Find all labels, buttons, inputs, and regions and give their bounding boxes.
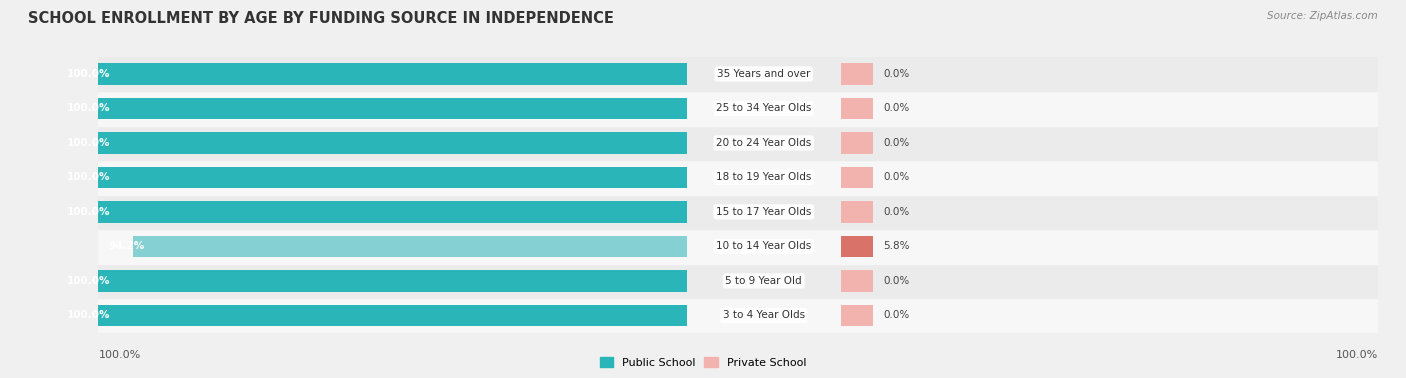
Bar — [688, 229, 841, 264]
Bar — [98, 305, 688, 326]
Text: 100.0%: 100.0% — [66, 172, 110, 183]
Bar — [688, 160, 841, 195]
Bar — [688, 57, 841, 91]
Text: 5 to 9 Year Old: 5 to 9 Year Old — [725, 276, 801, 286]
Bar — [98, 132, 688, 153]
Bar — [841, 236, 873, 257]
Text: 20 to 24 Year Olds: 20 to 24 Year Olds — [716, 138, 811, 148]
Bar — [98, 167, 688, 188]
Bar — [841, 229, 1378, 264]
Bar — [841, 201, 873, 223]
Bar — [688, 195, 841, 229]
Text: 100.0%: 100.0% — [66, 207, 110, 217]
Text: SCHOOL ENROLLMENT BY AGE BY FUNDING SOURCE IN INDEPENDENCE: SCHOOL ENROLLMENT BY AGE BY FUNDING SOUR… — [28, 11, 614, 26]
Bar — [98, 298, 688, 333]
Text: 0.0%: 0.0% — [883, 207, 910, 217]
Text: 94.2%: 94.2% — [108, 242, 145, 251]
Text: Source: ZipAtlas.com: Source: ZipAtlas.com — [1267, 11, 1378, 21]
Bar — [688, 91, 841, 125]
Bar — [841, 91, 1378, 125]
Bar — [841, 264, 1378, 298]
Text: 100.0%: 100.0% — [1336, 350, 1378, 360]
Bar — [688, 125, 841, 160]
Text: 0.0%: 0.0% — [883, 69, 910, 79]
Text: 100.0%: 100.0% — [66, 138, 110, 148]
Bar — [98, 63, 688, 85]
Bar — [98, 91, 688, 125]
Bar — [841, 270, 873, 291]
Bar — [98, 195, 688, 229]
Bar — [841, 167, 873, 188]
Bar — [841, 298, 1378, 333]
Text: 15 to 17 Year Olds: 15 to 17 Year Olds — [716, 207, 811, 217]
Text: 100.0%: 100.0% — [66, 104, 110, 113]
Bar — [98, 270, 688, 291]
Bar — [98, 125, 688, 160]
Bar — [688, 298, 841, 333]
Bar — [841, 195, 1378, 229]
Bar — [98, 229, 688, 264]
Text: 100.0%: 100.0% — [66, 276, 110, 286]
Bar — [98, 98, 688, 119]
Bar — [98, 57, 688, 91]
Text: 100.0%: 100.0% — [66, 310, 110, 321]
Text: 0.0%: 0.0% — [883, 138, 910, 148]
Bar — [98, 201, 688, 223]
Text: 100.0%: 100.0% — [98, 350, 141, 360]
Text: 18 to 19 Year Olds: 18 to 19 Year Olds — [716, 172, 811, 183]
Bar — [132, 236, 688, 257]
Text: 100.0%: 100.0% — [66, 69, 110, 79]
Text: 10 to 14 Year Olds: 10 to 14 Year Olds — [716, 242, 811, 251]
Bar — [841, 63, 873, 85]
Bar — [841, 125, 1378, 160]
Text: 3 to 4 Year Olds: 3 to 4 Year Olds — [723, 310, 804, 321]
Text: 0.0%: 0.0% — [883, 310, 910, 321]
Text: 0.0%: 0.0% — [883, 104, 910, 113]
Bar — [841, 132, 873, 153]
Bar — [841, 98, 873, 119]
Legend: Public School, Private School: Public School, Private School — [595, 353, 811, 372]
Bar — [688, 264, 841, 298]
Text: 0.0%: 0.0% — [883, 172, 910, 183]
Text: 5.8%: 5.8% — [883, 242, 910, 251]
Text: 35 Years and over: 35 Years and over — [717, 69, 810, 79]
Bar — [98, 264, 688, 298]
Text: 25 to 34 Year Olds: 25 to 34 Year Olds — [716, 104, 811, 113]
Text: 0.0%: 0.0% — [883, 276, 910, 286]
Bar — [841, 160, 1378, 195]
Bar — [841, 57, 1378, 91]
Bar — [841, 305, 873, 326]
Bar — [98, 160, 688, 195]
